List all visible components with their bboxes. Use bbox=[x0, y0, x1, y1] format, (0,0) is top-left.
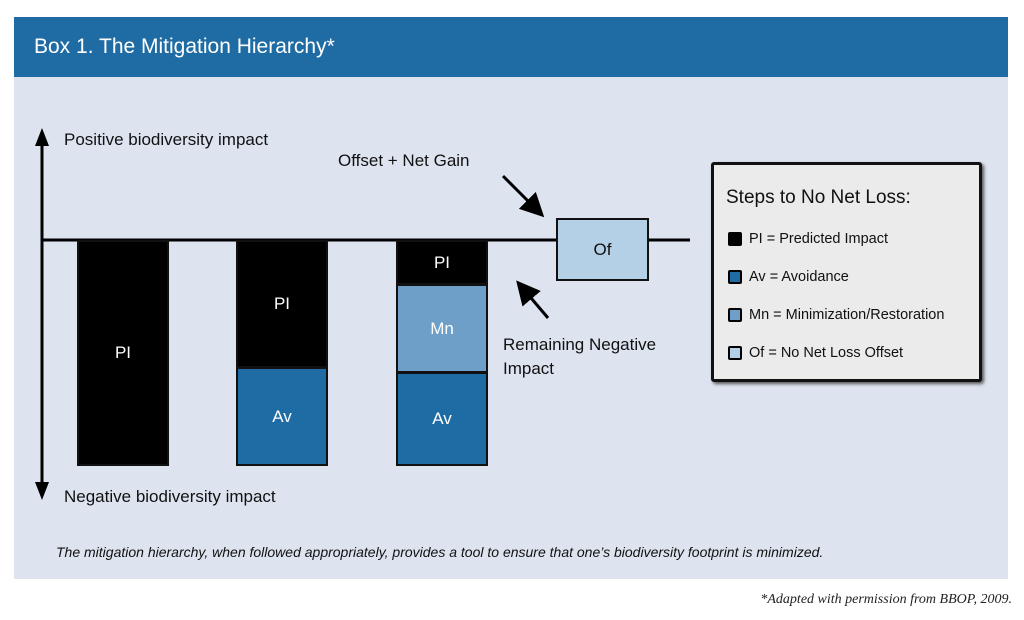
legend-item-pi: PI = Predicted Impact bbox=[728, 231, 888, 247]
credit: *Adapted with permission from BBOP, 2009… bbox=[760, 592, 1012, 607]
bar2-av: Av bbox=[236, 367, 328, 466]
legend-item-of: Of = No Net Loss Offset bbox=[728, 345, 903, 361]
bar3-pi: PI bbox=[396, 240, 488, 285]
legend-item-av: Av = Avoidance bbox=[728, 269, 849, 285]
bar2-pi: PI bbox=[236, 240, 328, 368]
caption: The mitigation hierarchy, when followed … bbox=[56, 544, 824, 560]
legend-text: PI = Predicted Impact bbox=[749, 231, 889, 247]
down-arrow-icon bbox=[35, 482, 49, 500]
av-swatch-icon bbox=[728, 270, 742, 284]
legend-text: Av = Avoidance bbox=[749, 269, 849, 285]
negative-impact-label: Negative biodiversity impact bbox=[64, 487, 276, 506]
offset-arrow bbox=[501, 174, 545, 218]
bar1-pi: PI bbox=[77, 240, 169, 466]
positive-impact-label: Positive biodiversity impact bbox=[64, 130, 269, 149]
offset-box: Of bbox=[556, 218, 649, 281]
bar3-mn: Mn bbox=[396, 284, 488, 373]
up-arrow-icon bbox=[35, 128, 49, 146]
legend: Steps to No Net Loss: PI = Predicted Imp… bbox=[711, 162, 982, 382]
pi-swatch-icon bbox=[728, 232, 742, 246]
legend-text: Mn = Minimization/Restoration bbox=[749, 307, 945, 323]
mn-swatch-icon bbox=[728, 308, 742, 322]
offset-net-gain-label: Offset + Net Gain bbox=[338, 151, 470, 170]
legend-title: Steps to No Net Loss: bbox=[726, 187, 911, 208]
legend-item-mn: Mn = Minimization/Restoration bbox=[728, 307, 944, 323]
of-swatch-icon bbox=[728, 346, 742, 360]
legend-text: Of = No Net Loss Offset bbox=[749, 345, 904, 361]
remaining-label-2: Impact bbox=[503, 359, 555, 378]
bar3-av: Av bbox=[396, 372, 488, 466]
box-title: Box 1. The Mitigation Hierarchy* bbox=[14, 17, 1008, 77]
remaining-arrow bbox=[516, 280, 550, 319]
remaining-label: Remaining Negative bbox=[503, 335, 657, 354]
